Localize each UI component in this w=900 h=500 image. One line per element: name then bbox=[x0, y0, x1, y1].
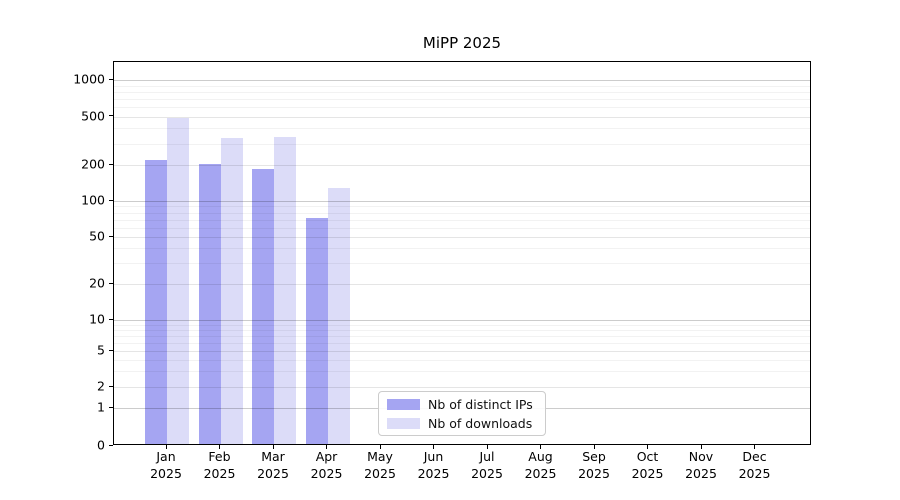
x-tick bbox=[326, 445, 327, 449]
gridline bbox=[114, 320, 810, 321]
gridline bbox=[114, 387, 810, 388]
gridline bbox=[114, 206, 810, 208]
x-tick bbox=[433, 445, 434, 449]
gridline bbox=[114, 324, 810, 326]
legend-entry-downloads: Nb of downloads bbox=[387, 416, 537, 431]
y-tick bbox=[109, 318, 113, 320]
legend-swatch-downloads bbox=[387, 417, 420, 429]
bar-downloads bbox=[167, 118, 189, 444]
gridline bbox=[114, 80, 810, 81]
x-tick bbox=[540, 445, 541, 449]
y-tick-label: 20 bbox=[89, 275, 105, 291]
y-tick-label: 0 bbox=[97, 437, 105, 453]
y-tick-label: 100 bbox=[81, 192, 105, 208]
x-tick bbox=[647, 445, 648, 449]
y-tick bbox=[109, 406, 113, 408]
gridline bbox=[114, 284, 810, 285]
x-tick-label: Jun 2025 bbox=[417, 449, 450, 481]
gridline bbox=[114, 359, 810, 361]
gridline bbox=[114, 85, 810, 87]
y-tick-label: 5 bbox=[97, 342, 105, 358]
x-tick-label: Mar 2025 bbox=[257, 449, 289, 481]
y-tick bbox=[109, 115, 113, 116]
y-tick bbox=[109, 199, 113, 201]
plot-area: Nb of distinct IPs Nb of downloads bbox=[113, 61, 811, 445]
x-tick-label: Dec 2025 bbox=[738, 449, 771, 481]
gridline bbox=[114, 128, 810, 130]
x-tick-label: Jan 2025 bbox=[150, 449, 182, 481]
legend: Nb of distinct IPs Nb of downloads bbox=[378, 391, 546, 436]
gridline bbox=[114, 329, 810, 331]
bar-downloads bbox=[274, 136, 296, 444]
legend-label-distinct-ips: Nb of distinct IPs bbox=[428, 396, 533, 412]
gridline bbox=[114, 248, 810, 250]
x-tick-label: Jul 2025 bbox=[471, 449, 503, 481]
x-tick bbox=[379, 445, 381, 449]
x-tick bbox=[754, 445, 755, 449]
legend-label-downloads: Nb of downloads bbox=[428, 415, 533, 431]
x-tick bbox=[593, 445, 595, 449]
y-tick bbox=[109, 385, 113, 387]
bar-distinct-ips bbox=[198, 163, 221, 444]
x-tick bbox=[486, 445, 488, 449]
x-tick-label: Nov 2025 bbox=[685, 449, 717, 481]
gridline bbox=[114, 237, 810, 238]
gridline bbox=[114, 263, 810, 265]
y-tick bbox=[109, 163, 113, 165]
gridline bbox=[114, 116, 810, 118]
x-tick bbox=[219, 445, 220, 449]
gridline bbox=[114, 342, 810, 344]
x-tick-label: May 2025 bbox=[364, 449, 396, 481]
x-tick bbox=[165, 445, 167, 449]
y-tick bbox=[109, 349, 113, 351]
gridline bbox=[114, 201, 810, 202]
bar-distinct-ips bbox=[252, 169, 274, 444]
y-tick bbox=[109, 444, 113, 446]
x-tick-label: Aug 2025 bbox=[524, 449, 557, 481]
bar-distinct-ips bbox=[145, 159, 167, 444]
bar-distinct-ips bbox=[305, 218, 328, 444]
y-tick-label: 2 bbox=[97, 378, 105, 394]
x-tick-label: Sep 2025 bbox=[578, 449, 610, 481]
gridline bbox=[114, 165, 810, 166]
x-tick-label: Oct 2025 bbox=[631, 449, 664, 481]
gridline bbox=[114, 351, 810, 352]
legend-entry-distinct-ips: Nb of distinct IPs bbox=[387, 397, 537, 412]
y-tick bbox=[109, 78, 113, 80]
gridline bbox=[114, 371, 810, 373]
x-tick-label: Feb 2025 bbox=[203, 449, 236, 481]
y-tick-label: 200 bbox=[81, 156, 105, 172]
gridline bbox=[114, 335, 810, 337]
gridline bbox=[114, 143, 810, 145]
legend-swatch-distinct-ips bbox=[387, 398, 420, 410]
x-tick bbox=[272, 445, 274, 449]
bar-downloads bbox=[327, 187, 350, 444]
gridline bbox=[114, 98, 810, 100]
y-tick-label: 1000 bbox=[73, 71, 105, 87]
y-tick-label: 1 bbox=[97, 399, 105, 415]
y-tick bbox=[109, 235, 113, 237]
gridline bbox=[114, 212, 810, 214]
gridline bbox=[114, 227, 810, 229]
x-tick bbox=[700, 445, 702, 449]
gridline bbox=[114, 106, 810, 108]
x-tick-label: Apr 2025 bbox=[310, 449, 343, 481]
bar-downloads bbox=[220, 138, 243, 444]
gridline bbox=[114, 91, 810, 93]
chart-title: MiPP 2025 bbox=[422, 34, 502, 52]
y-tick-label: 50 bbox=[89, 228, 105, 244]
y-tick-label: 10 bbox=[89, 311, 105, 327]
y-tick bbox=[109, 282, 113, 284]
y-tick-label: 500 bbox=[81, 108, 105, 123]
gridline bbox=[114, 219, 810, 221]
